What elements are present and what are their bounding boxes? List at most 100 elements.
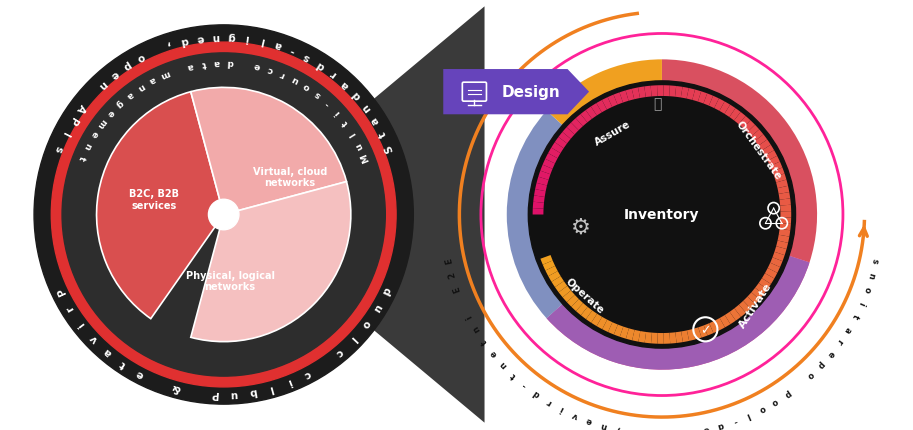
Wedge shape [592, 314, 602, 326]
Text: i: i [559, 403, 565, 413]
Wedge shape [596, 101, 607, 113]
Wedge shape [739, 117, 750, 129]
Text: r: r [834, 336, 845, 345]
Wedge shape [545, 154, 558, 164]
Text: d: d [180, 35, 189, 46]
Text: l: l [268, 382, 275, 392]
Wedge shape [632, 330, 640, 342]
Text: s: s [870, 257, 880, 264]
Text: o: o [862, 284, 872, 293]
Text: m: m [95, 117, 108, 129]
Wedge shape [780, 218, 792, 224]
Text: o: o [757, 402, 766, 413]
Text: e: e [253, 61, 261, 71]
Text: ,: , [615, 423, 620, 430]
Text: e: e [89, 129, 100, 139]
Text: a: a [214, 58, 220, 67]
Wedge shape [581, 307, 593, 319]
Wedge shape [657, 86, 664, 97]
Wedge shape [620, 327, 629, 339]
Wedge shape [729, 309, 741, 321]
Text: c: c [266, 64, 274, 75]
Wedge shape [779, 193, 791, 200]
Text: e: e [585, 415, 593, 425]
Text: c: c [645, 427, 650, 430]
Text: B2C, B2B
services: B2C, B2B services [129, 189, 179, 211]
Circle shape [529, 82, 795, 348]
Text: r: r [545, 396, 553, 405]
Text: P: P [210, 388, 218, 398]
Wedge shape [562, 128, 574, 139]
Circle shape [34, 26, 414, 404]
Wedge shape [542, 160, 555, 169]
Wedge shape [591, 104, 602, 116]
Wedge shape [771, 258, 782, 267]
Wedge shape [669, 86, 677, 98]
Wedge shape [97, 92, 224, 319]
Wedge shape [778, 186, 789, 194]
Wedge shape [507, 111, 662, 319]
Text: P: P [66, 114, 79, 126]
Wedge shape [704, 323, 713, 336]
Text: a: a [186, 61, 194, 71]
Text: n: n [498, 358, 509, 369]
Wedge shape [751, 288, 763, 300]
Text: n: n [866, 270, 876, 279]
Text: s: s [302, 51, 312, 63]
Text: n: n [212, 31, 220, 42]
Text: c: c [302, 367, 312, 379]
Wedge shape [734, 113, 746, 125]
Wedge shape [603, 320, 613, 332]
Wedge shape [714, 99, 725, 111]
Text: p: p [782, 387, 792, 398]
Text: e: e [109, 68, 120, 80]
Wedge shape [651, 333, 657, 344]
Circle shape [62, 54, 385, 376]
Text: v: v [572, 409, 580, 420]
Wedge shape [191, 182, 351, 342]
Text: n: n [96, 78, 109, 90]
Text: e: e [488, 347, 498, 358]
Text: Operate: Operate [563, 276, 605, 315]
Wedge shape [772, 252, 784, 261]
Wedge shape [774, 174, 786, 183]
Wedge shape [708, 97, 719, 109]
Text: t: t [77, 154, 87, 162]
Wedge shape [698, 326, 708, 338]
Wedge shape [681, 88, 688, 99]
Wedge shape [547, 215, 810, 370]
Wedge shape [608, 322, 618, 335]
Wedge shape [581, 111, 592, 123]
Wedge shape [620, 91, 628, 103]
Text: g: g [227, 31, 236, 42]
Text: t: t [341, 118, 351, 127]
Text: r: r [278, 69, 287, 79]
Wedge shape [703, 94, 713, 106]
Text: A: A [75, 101, 88, 114]
Polygon shape [444, 70, 589, 115]
Wedge shape [676, 332, 683, 343]
Text: e: e [134, 367, 145, 379]
Wedge shape [747, 126, 760, 137]
Text: 2: 2 [447, 270, 457, 279]
Wedge shape [780, 224, 791, 231]
Wedge shape [602, 98, 612, 110]
Wedge shape [774, 246, 786, 255]
Text: o: o [301, 81, 311, 92]
Wedge shape [625, 89, 635, 101]
Wedge shape [562, 291, 575, 302]
Text: E: E [452, 284, 462, 293]
Wedge shape [547, 215, 810, 370]
Text: ✓: ✓ [700, 323, 710, 336]
Wedge shape [549, 271, 561, 282]
Text: c: c [333, 345, 345, 357]
Text: i: i [856, 299, 866, 305]
Wedge shape [780, 205, 792, 212]
Wedge shape [533, 196, 545, 203]
Wedge shape [768, 263, 780, 273]
Wedge shape [586, 310, 597, 323]
Text: o: o [674, 427, 680, 430]
Text: i: i [332, 108, 341, 117]
Text: l: l [260, 36, 266, 46]
Text: n: n [82, 141, 93, 150]
